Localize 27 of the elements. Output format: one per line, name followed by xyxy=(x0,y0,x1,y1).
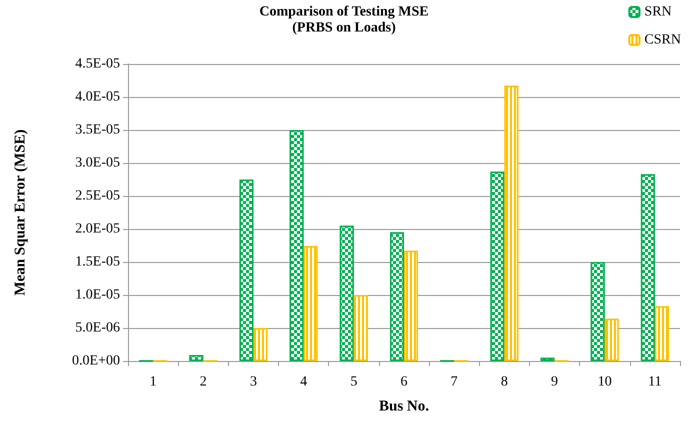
x-tick-label: 11 xyxy=(648,374,662,390)
legend-label: SRN xyxy=(644,4,672,20)
y-tick-label: 3.5E-05 xyxy=(75,122,120,138)
x-tick-label: 9 xyxy=(551,374,558,390)
x-tick-label: 3 xyxy=(250,374,257,390)
y-tick-label: 5.0E-06 xyxy=(75,320,120,336)
x-tick-label: 5 xyxy=(350,374,358,390)
x-tick-label: 2 xyxy=(200,374,207,390)
x-axis-title: Bus No. xyxy=(378,398,430,414)
x-tick-label: 4 xyxy=(300,374,308,390)
y-tick-label: 4.5E-05 xyxy=(75,56,120,72)
y-tick-label: 4.0E-05 xyxy=(75,90,120,104)
x-tick-label: 1 xyxy=(150,374,157,390)
legend-label: CSRN xyxy=(644,32,682,48)
y-tick-label: 3.0E-05 xyxy=(75,156,120,170)
chart-title: Comparison of Testing MSE xyxy=(259,4,429,20)
x-tick-label: 7 xyxy=(450,374,458,390)
y-tick-label: 1.0E-05 xyxy=(75,288,120,302)
y-tick-label: 0.0E+00 xyxy=(72,354,120,368)
y-tick-label: 1.5E-05 xyxy=(75,254,120,270)
x-tick-label: 8 xyxy=(500,374,508,390)
y-axis-title: Mean Squar Error (MSE) xyxy=(12,129,28,296)
x-tick-label: 10 xyxy=(598,374,612,390)
chart-subtitle: (PRBS on Loads) xyxy=(292,20,396,36)
y-tick-label: 2.0E-05 xyxy=(75,222,120,236)
y-tick-label: 2.5E-05 xyxy=(75,188,120,204)
x-tick-label: 6 xyxy=(400,374,408,390)
